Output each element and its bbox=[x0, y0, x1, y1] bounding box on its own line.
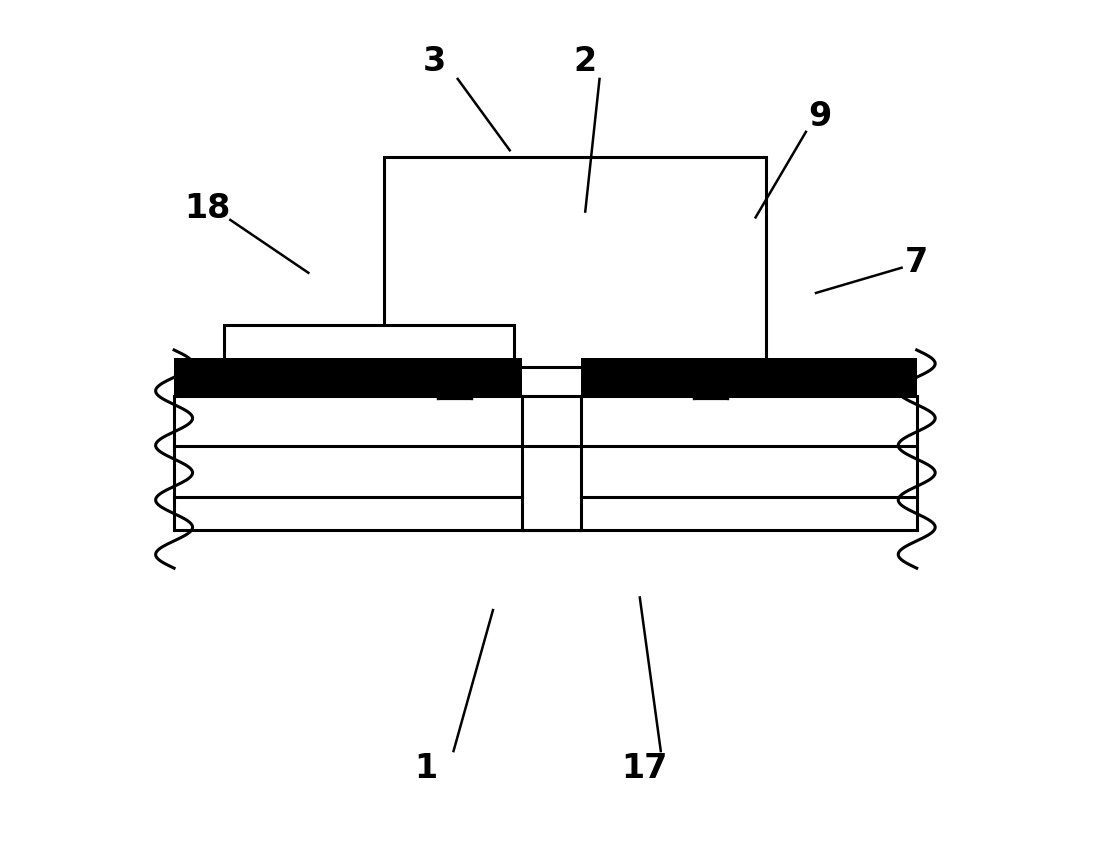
Bar bbox=[702, 367, 721, 393]
Bar bbox=[446, 367, 464, 393]
Bar bbox=[581, 359, 917, 397]
Text: 2: 2 bbox=[574, 45, 597, 78]
Text: 3: 3 bbox=[423, 45, 446, 78]
Text: 7: 7 bbox=[906, 246, 929, 279]
Bar bbox=[224, 325, 514, 409]
Text: 1: 1 bbox=[414, 751, 437, 785]
Bar bbox=[174, 359, 522, 397]
Bar bbox=[384, 158, 765, 367]
Text: 18: 18 bbox=[184, 192, 231, 225]
Text: 9: 9 bbox=[808, 100, 832, 132]
Text: 17: 17 bbox=[621, 751, 667, 785]
Bar bbox=[174, 397, 917, 447]
